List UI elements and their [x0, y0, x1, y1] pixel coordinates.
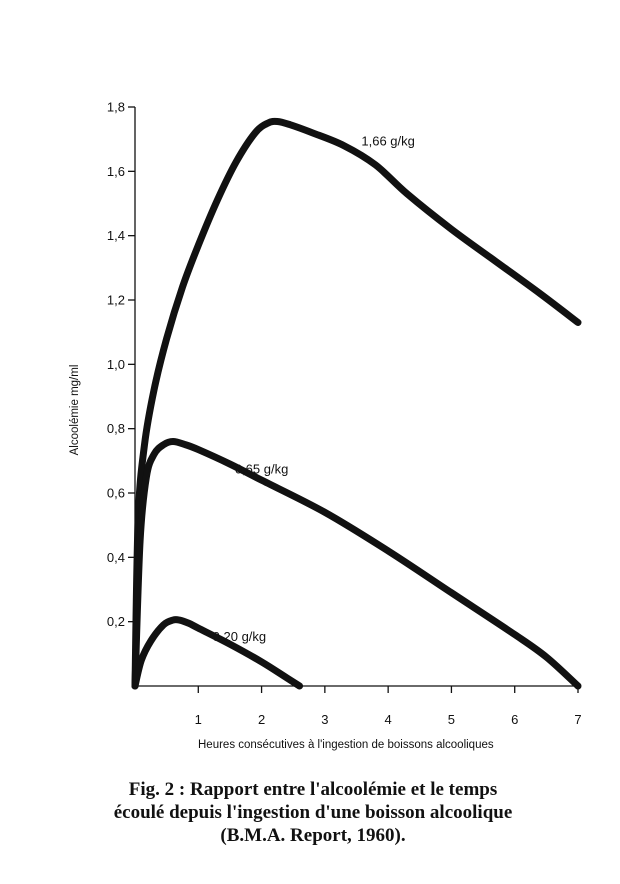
labels-layer: 1,66 g/kg 0,65 g/kg 0,20 g/kg: [213, 134, 415, 644]
x-tick-label: 4: [385, 712, 392, 727]
series-label: 1,66 g/kg: [361, 134, 415, 149]
y-tick-label: 0,8: [107, 421, 125, 436]
x-tick-label: 1: [195, 712, 202, 727]
y-tick-label: 0,4: [107, 550, 125, 565]
y-tick-label: 1,6: [107, 164, 125, 179]
y-tick-label: 0,2: [107, 614, 125, 629]
caption-line-1: Fig. 2 : Rapport entre l'alcoolémie et l…: [128, 779, 498, 800]
x-axis-title: Heures consécutives à l'ingestion de boi…: [198, 739, 494, 751]
series-label: 0,65 g/kg: [235, 462, 289, 477]
x-tick-label: 5: [448, 712, 455, 727]
caption-line-3: (B.M.A. Report, 1960).: [220, 825, 406, 846]
caption-line-2: écoulé depuis l'ingestion d'une boisson …: [113, 802, 513, 823]
y-axis-title: Alcoolémie mg/ml: [69, 365, 81, 456]
series-line-1-66: [131, 117, 582, 690]
chart: 0,2 0,4 0,6 0,8 1,0 1,2 1,4 1,6 1,8 1 2 3 4 5 6 7 1,66 …: [69, 100, 582, 752]
y-tick-label: 0,6: [107, 486, 125, 501]
y-tick-label: 1,0: [107, 357, 125, 372]
series-line-0-65: [131, 438, 582, 690]
axes: 0,2 0,4 0,6 0,8 1,0 1,2 1,4 1,6 1,8 1 2 3 4 5 6 7: [107, 100, 582, 728]
series-layer: [131, 117, 582, 690]
figure-caption: Fig. 2 : Rapport entre l'alcoolémie et l…: [40, 778, 586, 847]
x-tick-label: 3: [321, 712, 328, 727]
y-tick-label: 1,2: [107, 293, 125, 308]
y-tick-label: 1,8: [107, 100, 125, 115]
series-label: 0,20 g/kg: [213, 629, 267, 644]
y-tick-label: 1,4: [107, 228, 125, 243]
x-tick-label: 2: [258, 712, 265, 727]
series-line-0-20: [131, 616, 304, 690]
x-tick-label: 7: [574, 712, 581, 727]
x-tick-label: 6: [511, 712, 518, 727]
